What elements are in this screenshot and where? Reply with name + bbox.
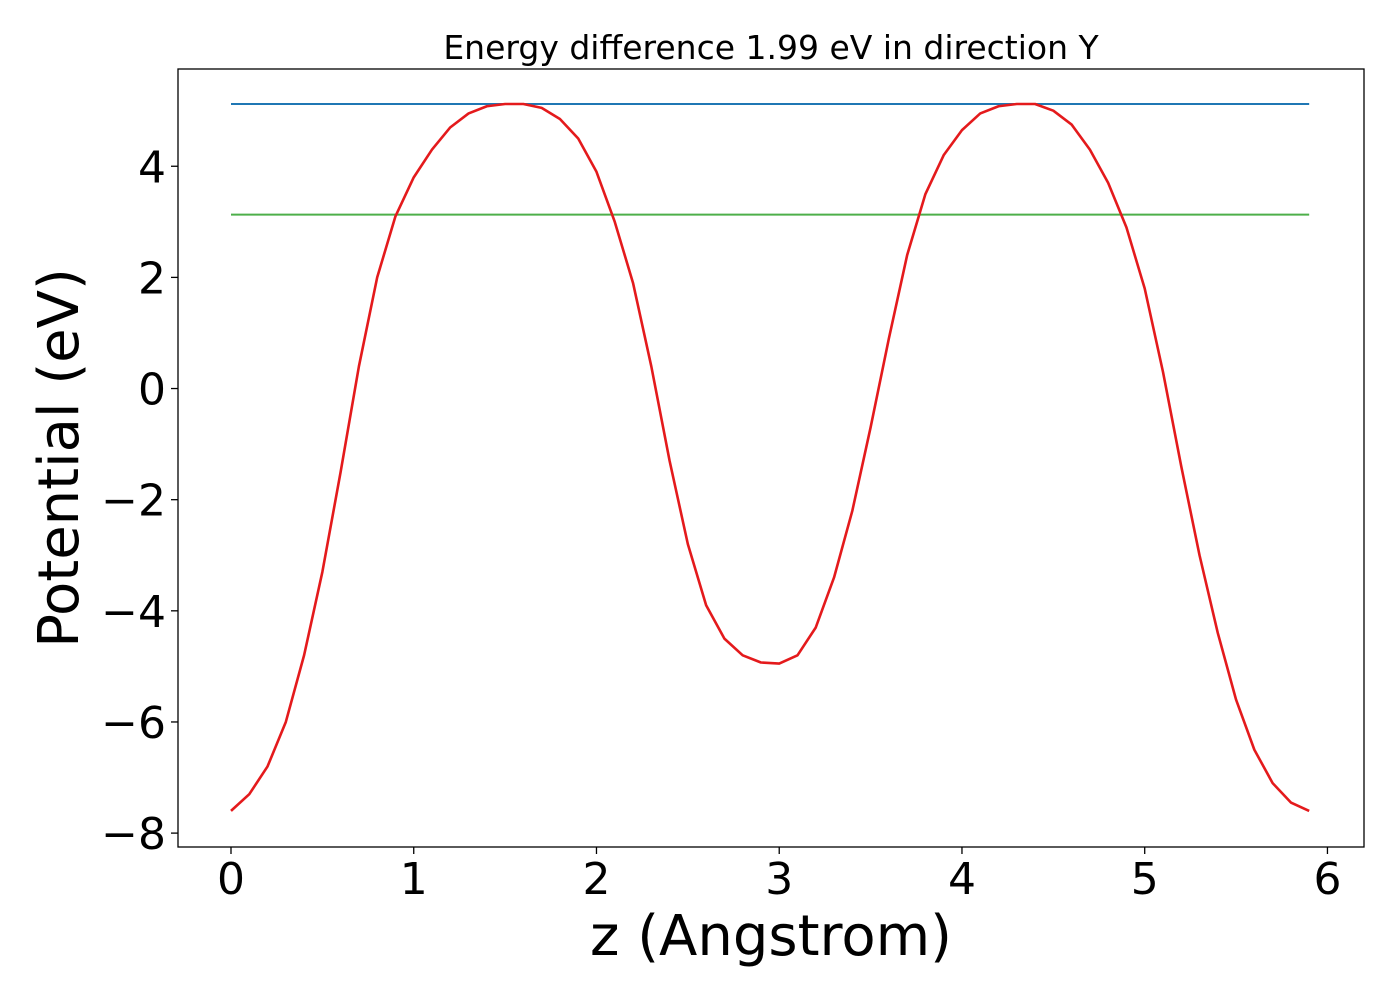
y-axis-label: Potential (eV) xyxy=(27,268,92,648)
x-tick-label: 2 xyxy=(582,854,610,905)
x-tick-label: 3 xyxy=(765,854,793,905)
y-tick-label: 0 xyxy=(138,365,166,416)
x-tick-label: 1 xyxy=(400,854,428,905)
y-tick-label: 2 xyxy=(138,253,166,304)
y-tick-label: −6 xyxy=(101,698,166,749)
y-tick-label: 4 xyxy=(138,142,166,193)
x-tick-label: 6 xyxy=(1313,854,1341,905)
y-tick-label: −2 xyxy=(101,476,166,527)
x-tick-label: 5 xyxy=(1131,854,1159,905)
y-tick-label: −8 xyxy=(101,809,166,860)
series-line-potential xyxy=(230,102,1310,813)
plot-area xyxy=(230,102,1310,813)
plot-frame xyxy=(177,68,1365,848)
axis-ticks: 0 1 2 3 4 5 6 −8 −6 −4 −2 0 2 4 xyxy=(101,142,1341,905)
x-axis-label: z (Angstrom) xyxy=(590,904,952,969)
chart-title: Energy difference 1.99 eV in direction Y xyxy=(443,28,1099,67)
x-tick-label: 0 xyxy=(217,854,245,905)
x-tick-label: 4 xyxy=(948,854,976,905)
y-tick-label: −4 xyxy=(101,587,166,638)
